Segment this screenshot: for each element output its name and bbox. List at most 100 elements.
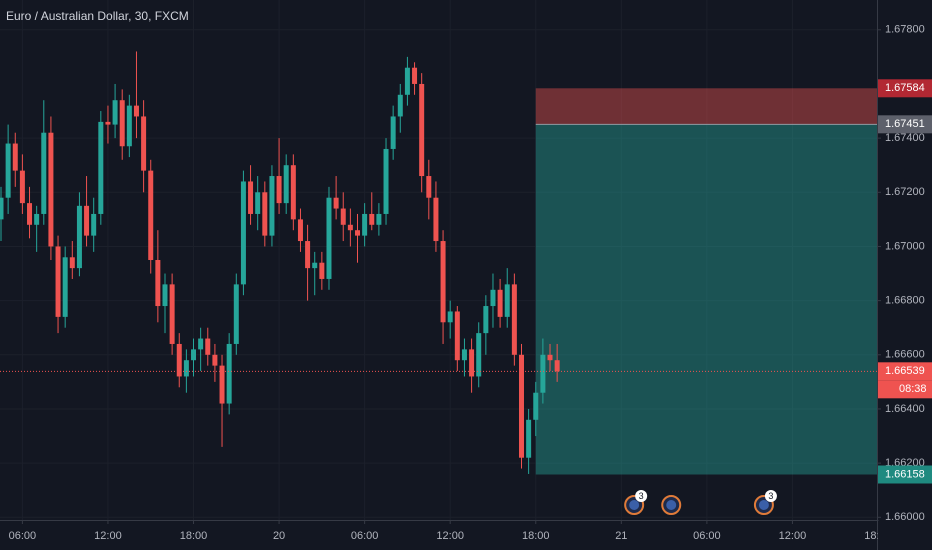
candle-body xyxy=(483,306,489,334)
x-tick-label: 06:00 xyxy=(693,530,721,542)
candle-body xyxy=(48,132,54,247)
candle-body xyxy=(219,365,225,404)
candle-body xyxy=(518,354,524,458)
x-tick-label: 18:00 xyxy=(180,530,208,542)
candle-body xyxy=(12,143,18,171)
candle-body xyxy=(511,284,517,355)
entry-tag-label: 1.67451 xyxy=(885,118,925,130)
candle-body xyxy=(55,246,61,317)
candle-body xyxy=(62,257,68,317)
event-badge xyxy=(635,490,648,502)
y-tick-label: 1.66000 xyxy=(885,511,925,523)
candle-body xyxy=(347,224,353,231)
candle-body xyxy=(119,100,125,147)
y-tick-label: 1.67000 xyxy=(885,240,925,252)
candle-body xyxy=(126,105,132,147)
candle-body xyxy=(205,338,211,355)
candle-body xyxy=(540,354,546,393)
candle-body xyxy=(333,197,339,209)
candle-body xyxy=(440,241,446,323)
candle-body xyxy=(112,100,118,125)
x-tick-label: 06:00 xyxy=(9,530,37,542)
y-tick-label: 1.67800 xyxy=(885,24,925,36)
candle-body xyxy=(169,284,175,344)
candle-body xyxy=(183,360,189,377)
candle-body xyxy=(76,205,82,269)
axis-corner xyxy=(878,521,932,550)
candle-body xyxy=(162,284,168,307)
candle-body xyxy=(198,338,204,350)
target-tag xyxy=(878,465,932,484)
candle-body xyxy=(255,192,261,214)
candle-body xyxy=(212,354,218,366)
candle-body xyxy=(419,83,425,177)
candle-body xyxy=(98,121,104,214)
candle-body xyxy=(476,333,482,377)
candle-body xyxy=(276,176,282,204)
candle-body xyxy=(497,289,503,317)
candle-body xyxy=(269,176,275,236)
candle-body xyxy=(319,262,325,279)
stop-zone xyxy=(535,88,877,125)
candle-body xyxy=(547,354,553,361)
candle-body xyxy=(133,105,139,117)
candle-body xyxy=(148,170,154,260)
candle-body xyxy=(305,241,311,269)
candle-body xyxy=(155,260,161,307)
candle-body xyxy=(248,181,254,214)
y-tick-label: 1.66800 xyxy=(885,295,925,307)
candle-body xyxy=(397,94,403,117)
candle-body xyxy=(69,257,75,269)
price-tag xyxy=(878,362,932,381)
candle-body xyxy=(84,205,90,236)
candle-body xyxy=(454,311,460,361)
candle-body xyxy=(447,311,453,323)
candle-body xyxy=(0,197,4,220)
candle-body xyxy=(5,143,11,198)
candle-body xyxy=(526,419,532,458)
candle-body xyxy=(226,343,232,404)
candle-body xyxy=(34,213,40,225)
target-tag-label: 1.66158 xyxy=(885,468,925,480)
target-zone xyxy=(535,124,877,475)
candle-body xyxy=(383,148,389,214)
event-badge xyxy=(764,490,777,502)
candle-body xyxy=(141,116,147,171)
y-tick-label: 1.66400 xyxy=(885,403,925,415)
candle-body xyxy=(376,213,382,225)
candle-body xyxy=(390,116,396,149)
stop-tag-label: 1.67584 xyxy=(885,82,925,94)
x-tick-label: 06:00 xyxy=(351,530,379,542)
candle-body xyxy=(19,170,25,204)
y-tick-label: 1.67400 xyxy=(885,132,925,144)
event-flag xyxy=(629,500,640,510)
candle-body xyxy=(369,213,375,225)
candle-body xyxy=(490,289,496,307)
candle-body xyxy=(290,165,296,220)
x-tick-label: 21 xyxy=(615,530,627,542)
x-tick-label: 12:00 xyxy=(436,530,464,542)
candle-body xyxy=(326,197,332,279)
candle-body xyxy=(312,262,318,269)
event-flag xyxy=(758,500,769,510)
countdown-label: 08:38 xyxy=(899,383,927,395)
candle-body xyxy=(191,349,197,361)
candle-body xyxy=(504,284,510,317)
event-flag xyxy=(666,500,677,510)
entry-tag xyxy=(878,115,932,134)
y-tick-label: 1.67200 xyxy=(885,186,925,198)
candle-body xyxy=(340,208,346,225)
candle-body xyxy=(91,213,97,236)
candle-body xyxy=(41,132,47,214)
candle-body xyxy=(297,219,303,242)
candle-body xyxy=(176,343,182,377)
candle-body xyxy=(240,181,246,285)
x-tick-label: 12:00 xyxy=(779,530,807,542)
candle-body xyxy=(404,67,410,95)
candle-body xyxy=(262,192,268,236)
candle-body xyxy=(554,360,560,372)
candle-body xyxy=(461,349,467,361)
